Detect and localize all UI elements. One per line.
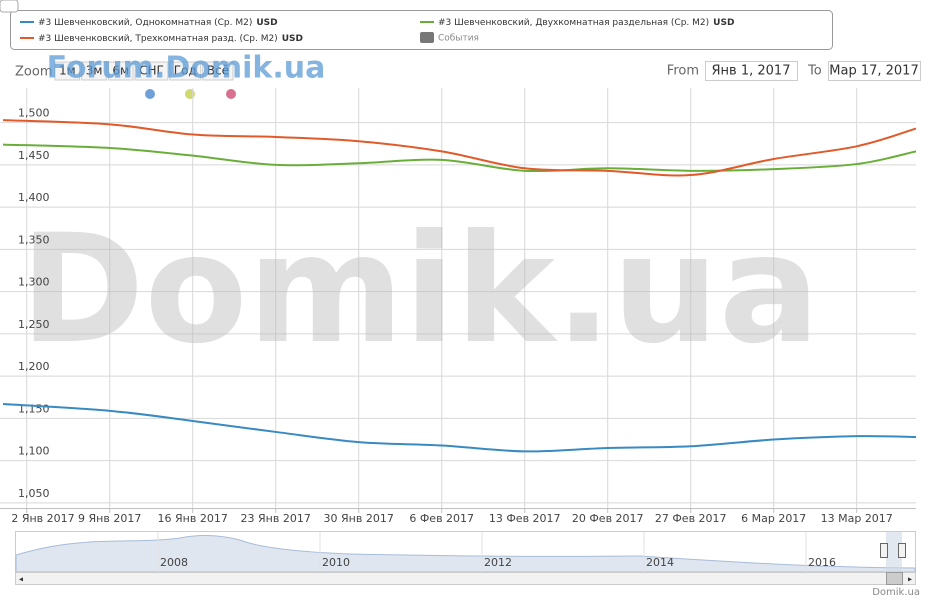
navigator-label: 2014 [646, 556, 674, 569]
x-tick-label: 23 Янв 2017 [241, 512, 311, 525]
legend-unit: USD [256, 18, 277, 28]
dot [145, 89, 155, 99]
from-label: From [667, 64, 699, 79]
legend: #3 Шевченковский, Однокомнатная (Ср. М2)… [20, 18, 734, 44]
x-tick-label: 6 Фев 2017 [409, 512, 474, 525]
scrollbar-thumb[interactable] [886, 572, 903, 585]
y-tick-label: 1,200 [18, 360, 50, 373]
legend-label[interactable]: #3 Шевченковский, Однокомнатная (Ср. М2)… [38, 18, 278, 28]
y-tick-label: 1,450 [18, 149, 50, 162]
zoom-button-bg[interactable] [202, 61, 234, 81]
series-line [2, 119, 917, 177]
legend-label[interactable]: #3 Шевченковский, Двухкомнатная раздельн… [438, 18, 734, 28]
legend-box [10, 10, 833, 50]
y-tick-label: 1,500 [18, 107, 50, 120]
x-tick-label: 20 Фев 2017 [572, 512, 644, 525]
scrollbar[interactable] [15, 572, 916, 585]
dot [185, 89, 195, 99]
zoom-button[interactable]: СНГ [139, 64, 164, 78]
navigator-labels: 2008 2010 2012 2014 2016 [157, 532, 836, 572]
x-tick-label: 13 Мар 2017 [821, 512, 893, 525]
x-tick-label: 16 Янв 2017 [158, 512, 228, 525]
y-tick-label: 1,400 [18, 191, 50, 204]
zoom-button[interactable]: Год [174, 64, 197, 78]
zoom-button-bg[interactable] [169, 61, 202, 81]
zoom-button[interactable]: Всё [207, 64, 229, 78]
dot [226, 89, 236, 99]
zoom-button[interactable]: 3м [86, 64, 103, 78]
series-line [2, 403, 917, 453]
zoom-label: Zoom [15, 65, 52, 80]
x-tick-label: 30 Янв 2017 [324, 512, 394, 525]
x-tick-label: 2 Янв 2017 [11, 512, 74, 525]
zoom-button-bg[interactable] [134, 61, 169, 81]
zoom-button-bg[interactable] [107, 61, 134, 81]
credits: Domik.ua [872, 587, 920, 598]
navigator-handle[interactable] [880, 543, 888, 558]
y-tick-label: 1,350 [18, 233, 50, 246]
legend-name: #3 Шевченковский, Двухкомнатная раздельн… [438, 18, 709, 28]
legend-unit: USD [713, 18, 734, 28]
to-value: Мар 17, 2017 [829, 64, 918, 79]
zoom-button-bg[interactable] [81, 61, 107, 81]
to-input[interactable] [828, 61, 921, 81]
zoom-buttons: 1м 3м 6м СНГ Год Всё [54, 61, 234, 81]
to-label: To [807, 64, 822, 79]
legend-label[interactable]: #3 Шевченковский, Трехкомнатная разд. (С… [38, 34, 303, 44]
navigator-selection [886, 532, 902, 572]
zoom-button-bg[interactable] [54, 61, 81, 81]
navigator-handle[interactable] [898, 543, 906, 558]
legend-name: #3 Шевченковский, Трехкомнатная разд. (С… [38, 34, 278, 44]
y-tick-label: 1,300 [18, 276, 50, 289]
scroll-left[interactable]: ◂ [19, 575, 23, 584]
x-tick-label: 6 Мар 2017 [741, 512, 806, 525]
zoom-button[interactable]: 1м [59, 64, 76, 78]
y-tick-label: 1,100 [18, 445, 50, 458]
from-value: Янв 1, 2017 [712, 64, 791, 79]
navigator-label: 2008 [160, 556, 188, 569]
watermark-large: Domik.ua [20, 203, 820, 377]
x-tick-label: 9 Янв 2017 [78, 512, 141, 525]
y-tick-label: 1,250 [18, 318, 50, 331]
legend-swatch [420, 32, 434, 43]
series-line [2, 143, 917, 173]
scroll-right[interactable]: ▸ [908, 575, 912, 584]
navigator-label: 2012 [484, 556, 512, 569]
y-tick-label: 1,050 [18, 487, 50, 500]
navigator-label: 2016 [808, 556, 836, 569]
legend-label[interactable]: События [438, 34, 479, 44]
legend-name: #3 Шевченковский, Однокомнатная (Ср. М2) [38, 18, 252, 28]
from-input[interactable] [705, 61, 798, 81]
navigator-label: 2010 [322, 556, 350, 569]
watermark-small: Forum.Domik.ua [47, 51, 326, 86]
x-tick-label: 13 Фев 2017 [489, 512, 561, 525]
legend-toggle[interactable] [0, 0, 19, 13]
navigator-area [15, 535, 916, 573]
zoom-button[interactable]: 6м [112, 64, 129, 78]
legend-unit: USD [282, 34, 303, 44]
x-tick-label: 27 Фев 2017 [655, 512, 727, 525]
